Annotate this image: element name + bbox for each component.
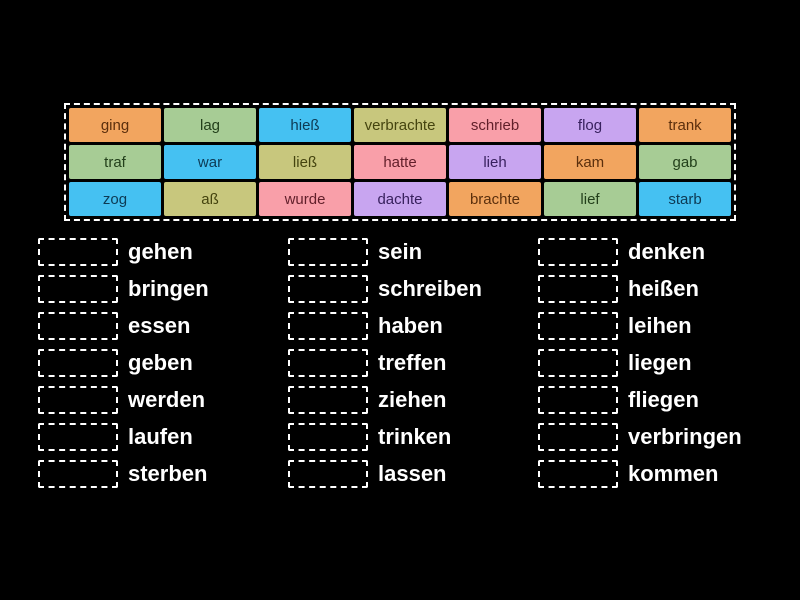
match-row: trinken xyxy=(288,418,538,455)
word-tile-zog[interactable]: zog xyxy=(69,182,161,216)
word-tile-hatte[interactable]: hatte xyxy=(354,145,446,179)
verb-label: trinken xyxy=(378,423,452,449)
match-row: schreiben xyxy=(288,270,538,307)
word-tile-ließ[interactable]: ließ xyxy=(259,145,351,179)
answer-drop-slot[interactable] xyxy=(38,311,118,340)
answer-drop-slot[interactable] xyxy=(288,311,368,340)
answer-drop-slot[interactable] xyxy=(538,274,618,303)
answer-drop-slot[interactable] xyxy=(38,385,118,414)
verb-label: leihen xyxy=(628,312,692,338)
answer-drop-slot[interactable] xyxy=(288,385,368,414)
verb-label: sein xyxy=(378,238,423,264)
answer-drop-slot[interactable] xyxy=(538,422,618,451)
answer-drop-slot[interactable] xyxy=(538,348,618,377)
verb-label: lassen xyxy=(378,460,447,486)
match-row: sterben xyxy=(38,455,288,492)
word-tile-brachte[interactable]: brachte xyxy=(449,182,541,216)
answer-drop-slot[interactable] xyxy=(38,348,118,377)
word-tile-war[interactable]: war xyxy=(164,145,256,179)
answer-drop-slot[interactable] xyxy=(38,422,118,451)
answer-drop-slot[interactable] xyxy=(288,422,368,451)
word-tile-wurde[interactable]: wurde xyxy=(259,182,351,216)
match-row: sein xyxy=(288,233,538,270)
match-row: treffen xyxy=(288,344,538,381)
word-tile-trank[interactable]: trank xyxy=(639,108,731,142)
match-row: ziehen xyxy=(288,381,538,418)
word-tile-aß[interactable]: aß xyxy=(164,182,256,216)
answer-drop-slot[interactable] xyxy=(538,237,618,266)
word-tile-flog[interactable]: flog xyxy=(544,108,636,142)
match-row: leihen xyxy=(538,307,788,344)
word-tile-schrieb[interactable]: schrieb xyxy=(449,108,541,142)
answer-drop-slot[interactable] xyxy=(288,274,368,303)
match-row: bringen xyxy=(38,270,288,307)
answer-drop-slot[interactable] xyxy=(288,348,368,377)
verb-label: heißen xyxy=(628,275,699,301)
answer-column-3: denken heißen leihen liegen fliegen verbringe… xyxy=(538,233,788,492)
word-tile-bank: ging lag hieß verbrachte schrieb flog trank tra… xyxy=(64,103,736,221)
match-row: kommen xyxy=(538,455,788,492)
match-row: laufen xyxy=(38,418,288,455)
match-row: fliegen xyxy=(538,381,788,418)
verb-label: ziehen xyxy=(378,386,447,412)
word-tile-hieß[interactable]: hieß xyxy=(259,108,351,142)
match-row: denken xyxy=(538,233,788,270)
answer-drop-slot[interactable] xyxy=(38,459,118,488)
verb-label: essen xyxy=(128,312,191,338)
verb-label: kommen xyxy=(628,460,719,486)
answer-drop-slot[interactable] xyxy=(538,385,618,414)
verb-label: treffen xyxy=(378,349,447,375)
verb-label: bringen xyxy=(128,275,209,301)
verb-label: haben xyxy=(378,312,443,338)
answer-column-1: gehen bringen essen geben werden laufen sterbe… xyxy=(38,233,288,492)
verb-label: laufen xyxy=(128,423,193,449)
verb-label: werden xyxy=(128,386,206,412)
word-tile-gab[interactable]: gab xyxy=(639,145,731,179)
word-tile-verbrachte[interactable]: verbrachte xyxy=(354,108,446,142)
verb-label: verbringen xyxy=(628,423,742,449)
word-tile-kam[interactable]: kam xyxy=(544,145,636,179)
verb-label: gehen xyxy=(128,238,193,264)
match-row: geben xyxy=(38,344,288,381)
match-row: haben xyxy=(288,307,538,344)
verb-label: schreiben xyxy=(378,275,482,301)
match-row: lassen xyxy=(288,455,538,492)
answer-drop-slot[interactable] xyxy=(288,237,368,266)
match-row: gehen xyxy=(38,233,288,270)
match-row: essen xyxy=(38,307,288,344)
verb-label: liegen xyxy=(628,349,692,375)
word-tile-dachte[interactable]: dachte xyxy=(354,182,446,216)
word-tile-starb[interactable]: starb xyxy=(639,182,731,216)
answer-area: gehen bringen essen geben werden laufen sterbe… xyxy=(38,233,788,492)
answer-drop-slot[interactable] xyxy=(538,459,618,488)
match-row: werden xyxy=(38,381,288,418)
match-row: verbringen xyxy=(538,418,788,455)
answer-drop-slot[interactable] xyxy=(38,274,118,303)
answer-drop-slot[interactable] xyxy=(538,311,618,340)
word-tile-traf[interactable]: traf xyxy=(69,145,161,179)
match-row: heißen xyxy=(538,270,788,307)
answer-column-2: sein schreiben haben treffen ziehen trinken la… xyxy=(288,233,538,492)
verb-label: sterben xyxy=(128,460,208,486)
word-tile-lag[interactable]: lag xyxy=(164,108,256,142)
word-tile-lief[interactable]: lief xyxy=(544,182,636,216)
answer-drop-slot[interactable] xyxy=(38,237,118,266)
verb-label: geben xyxy=(128,349,193,375)
verb-label: denken xyxy=(628,238,706,264)
word-tile-lieh[interactable]: lieh xyxy=(449,145,541,179)
answer-drop-slot[interactable] xyxy=(288,459,368,488)
word-tile-ging[interactable]: ging xyxy=(69,108,161,142)
match-row: liegen xyxy=(538,344,788,381)
verb-label: fliegen xyxy=(628,386,699,412)
